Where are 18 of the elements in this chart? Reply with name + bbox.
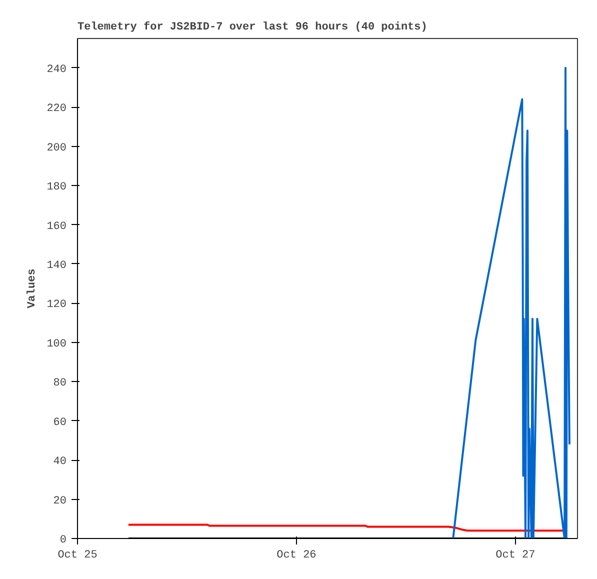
y-tick-label: 200 [46, 142, 67, 154]
y-tick-label: 120 [46, 299, 67, 312]
y-tick-label: 0 [60, 534, 67, 546]
x-tick-label: Oct 25 [58, 550, 98, 562]
y-tick-label: 100 [46, 338, 67, 350]
x-tick-label: Oct 26 [276, 550, 316, 562]
chart-title: Telemetry for JS2BID-7 over last 96 hours (40 points) [78, 20, 428, 34]
y-tick-label: 160 [46, 220, 67, 233]
y-tick-label: 180 [46, 182, 67, 194]
y-tick-label: 40 [53, 456, 66, 468]
y-tick-label: 240 [46, 64, 67, 76]
x-tick-label: Oct 27 [496, 550, 536, 562]
y-tick-label: 220 [46, 103, 67, 116]
y-tick-label: 140 [46, 260, 67, 272]
y-tick-label: 20 [53, 495, 66, 508]
y-tick-label: 60 [53, 416, 66, 429]
y-tick-label: 80 [53, 378, 66, 390]
y-axis-title: Values [26, 268, 39, 308]
